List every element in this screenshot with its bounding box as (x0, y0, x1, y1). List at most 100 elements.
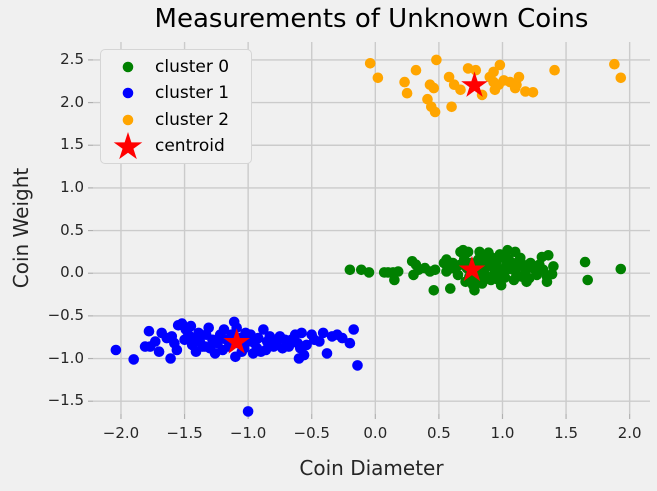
cluster-1-point (218, 324, 230, 335)
y-tick-label: −1.5 (47, 391, 84, 410)
cluster-2-point (410, 64, 422, 76)
cluster-2-point (549, 64, 560, 76)
x-tick-label: 0.0 (363, 424, 388, 442)
y-tick-label: 1.0 (60, 177, 84, 196)
cluster-0-point (452, 269, 464, 281)
cluster-2-point (429, 106, 441, 118)
cluster-2-point (399, 76, 410, 88)
cluster-0-point (428, 285, 440, 296)
x-axis-label: Coin Diameter (299, 456, 444, 480)
y-tick-label: 0.0 (60, 263, 84, 282)
x-tick-label: 2.0 (617, 424, 642, 442)
legend: cluster 0 cluster 1 cluster 2 centroid (100, 49, 252, 164)
cluster-2-point (428, 82, 440, 94)
cluster-1-point (317, 327, 329, 339)
cluster-1-point (348, 324, 360, 335)
legend-label: cluster 1 (155, 83, 230, 104)
cluster-2-point (470, 64, 482, 76)
cluster-1-point (110, 344, 122, 356)
cluster-0-point (392, 266, 404, 277)
cluster-0-point (389, 274, 400, 286)
cluster-1-point (301, 339, 312, 351)
cluster-0-point (445, 283, 456, 294)
x-tick-label: 1.0 (490, 424, 515, 442)
cluster-1-point (321, 348, 333, 359)
x-tick-label: −2.0 (102, 424, 140, 442)
cluster-2-point (615, 72, 627, 84)
cluster-1-point (258, 324, 269, 335)
cluster-2-point (443, 71, 455, 83)
cluster-0-point (543, 250, 554, 261)
cluster-1-point (337, 332, 348, 344)
cluster-0-point (429, 264, 441, 276)
centroid-marker (458, 255, 486, 282)
cluster-2-point (494, 59, 506, 71)
x-tick-label: 0.5 (426, 424, 451, 442)
cluster-1-point (203, 322, 214, 334)
cluster-0-point (615, 263, 627, 275)
cluster-1-point (171, 344, 183, 356)
x-tick-label: −1.5 (166, 424, 203, 442)
cluster-1-point (298, 349, 310, 361)
legend-dot-glyph (122, 88, 134, 99)
legend-label: centroid (155, 135, 225, 156)
legend-dot-glyph (122, 114, 134, 125)
legend-item-centroid: centroid (101, 131, 251, 160)
cluster-2-point (609, 58, 620, 70)
y-tick-label: 2.5 (60, 49, 84, 68)
cluster-2-point (488, 66, 499, 78)
y-tick-label: −1.0 (47, 348, 84, 367)
legend-item-cluster-1: cluster 1 (101, 80, 251, 106)
cluster-1-point (352, 360, 363, 371)
chart-title: Measurements of Unknown Coins (154, 4, 589, 34)
y-tick-label: 2.0 (60, 92, 84, 111)
cluster-2-point (513, 71, 525, 83)
legend-label: cluster 2 (155, 109, 230, 130)
cluster-0-point (469, 285, 480, 296)
cluster-1-point (344, 337, 356, 349)
cluster-1-point (150, 336, 161, 347)
centroid-marker (461, 71, 488, 97)
cluster-0-point (582, 274, 593, 286)
cluster-0-point (541, 276, 553, 288)
cluster-0-point (499, 272, 511, 283)
cluster-2-point (527, 87, 539, 98)
cluster-1-point (153, 346, 165, 358)
cluster-1-point (185, 320, 197, 332)
cluster-0-point (462, 246, 474, 258)
y-tick-label: 1.5 (60, 135, 84, 154)
cluster-1-point (252, 332, 264, 344)
cluster-2-point (401, 87, 413, 99)
cluster-0-point (485, 274, 497, 286)
legend-dot-glyph (122, 61, 134, 73)
cluster-2-dot-icon (101, 110, 155, 130)
legend-item-cluster-2: cluster 2 (101, 107, 251, 133)
cluster-1-point (143, 325, 155, 337)
cluster-0-point (344, 264, 356, 276)
legend-star-glyph (113, 131, 143, 160)
cluster-2-point (372, 72, 384, 84)
cluster-1-point (165, 353, 176, 364)
cluster-1-point (296, 327, 307, 339)
cluster-2-point (446, 101, 457, 113)
y-tick-label: 0.5 (60, 220, 84, 239)
cluster-0-dot-icon (101, 57, 155, 77)
x-tick-label: −1.0 (229, 424, 267, 442)
cluster-2-point (364, 58, 376, 69)
legend-item-cluster-0: cluster 0 (101, 54, 251, 80)
cluster-1-dot-icon (101, 83, 155, 103)
centroid-marker (223, 328, 251, 354)
cluster-1-point (231, 322, 242, 334)
cluster-2-point (455, 84, 466, 96)
x-tick-label: 1.5 (554, 424, 578, 442)
cluster-1-point (128, 354, 139, 365)
x-tick-label: −0.5 (293, 424, 330, 442)
legend-label: cluster 0 (155, 57, 230, 78)
cluster-0-point (579, 256, 591, 268)
cluster-0-point (363, 267, 375, 278)
cluster-0-point (548, 261, 559, 272)
cluster-1-point (242, 406, 254, 417)
cluster-1-point (314, 336, 325, 347)
